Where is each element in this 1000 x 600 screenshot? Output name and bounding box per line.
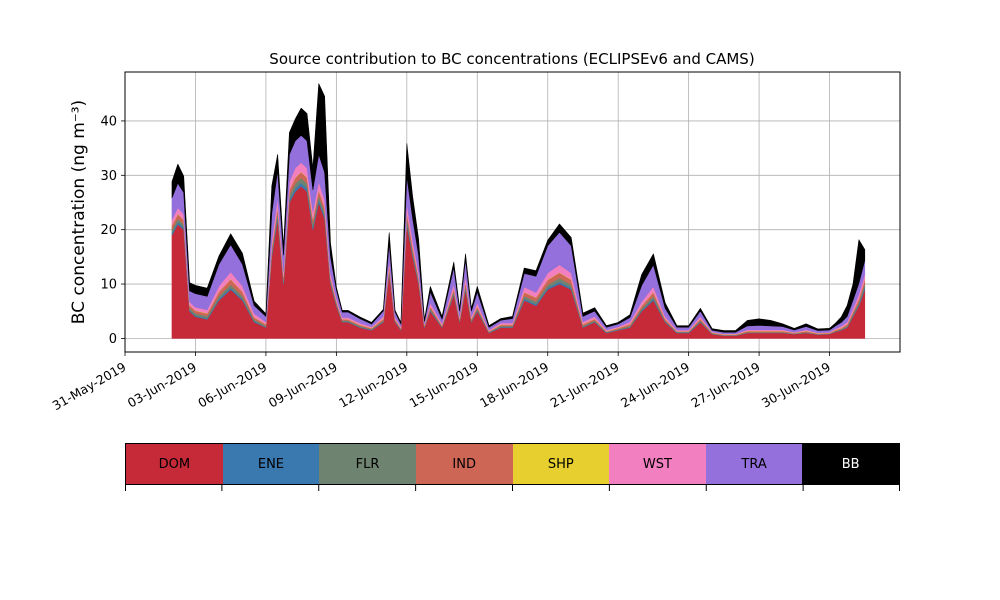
area-layer: [171, 83, 866, 339]
legend-label: IND: [452, 456, 476, 472]
legend-ticks: [125, 485, 900, 491]
legend-label: BB: [841, 456, 860, 472]
legend-item-ene: ENE: [222, 444, 320, 484]
x-tick-label: 30-Jun-2019: [759, 359, 833, 410]
legend-item-ind: IND: [415, 444, 513, 484]
x-tick-label: 15-Jun-2019: [407, 359, 481, 410]
legend-label: WST: [642, 456, 672, 472]
y-tick-label: 0: [109, 332, 117, 347]
y-tick-label: 40: [100, 114, 117, 129]
chart-title: Source contribution to BC concentrations…: [269, 50, 754, 68]
x-tick-label: 21-Jun-2019: [548, 359, 622, 410]
x-tick-label: 18-Jun-2019: [477, 359, 551, 410]
x-tick-label: 06-Jun-2019: [195, 359, 269, 410]
legend-label: SHP: [547, 456, 574, 472]
x-tick-label: 09-Jun-2019: [266, 359, 340, 410]
legend-item-shp: SHP: [512, 444, 610, 484]
legend-item-wst: WST: [609, 444, 706, 484]
y-tick-label: 10: [100, 278, 117, 293]
y-tick-label: 20: [100, 223, 117, 238]
x-tick-label: 31-May-2019: [50, 359, 129, 413]
y-tick-label: 30: [100, 169, 117, 184]
legend-item-bb: BB: [802, 444, 899, 484]
legend-label: DOM: [158, 456, 191, 472]
plot-frame: [124, 71, 901, 353]
legend-colorbar: DOM ENE FLR IND SHP WST TRA BB: [125, 443, 900, 485]
x-tick-label: 24-Jun-2019: [618, 359, 692, 410]
area-series-bb: [171, 83, 866, 333]
x-axis: 31-May-201903-Jun-201906-Jun-201909-Jun-…: [50, 352, 833, 413]
legend-item-tra: TRA: [705, 444, 803, 484]
y-axis: 0 10 20 30 40: [100, 114, 125, 347]
legend-item-dom: DOM: [126, 444, 223, 484]
legend-label: TRA: [741, 456, 767, 472]
x-tick-label: 27-Jun-2019: [688, 359, 762, 410]
legend-label: ENE: [257, 456, 285, 472]
y-axis-label: BC concentration (ng m⁻³): [69, 100, 89, 324]
legend-item-flr: FLR: [319, 444, 416, 484]
x-tick-label: 03-Jun-2019: [125, 359, 199, 410]
x-tick-label: 12-Jun-2019: [336, 359, 410, 410]
legend-label: FLR: [355, 456, 380, 472]
